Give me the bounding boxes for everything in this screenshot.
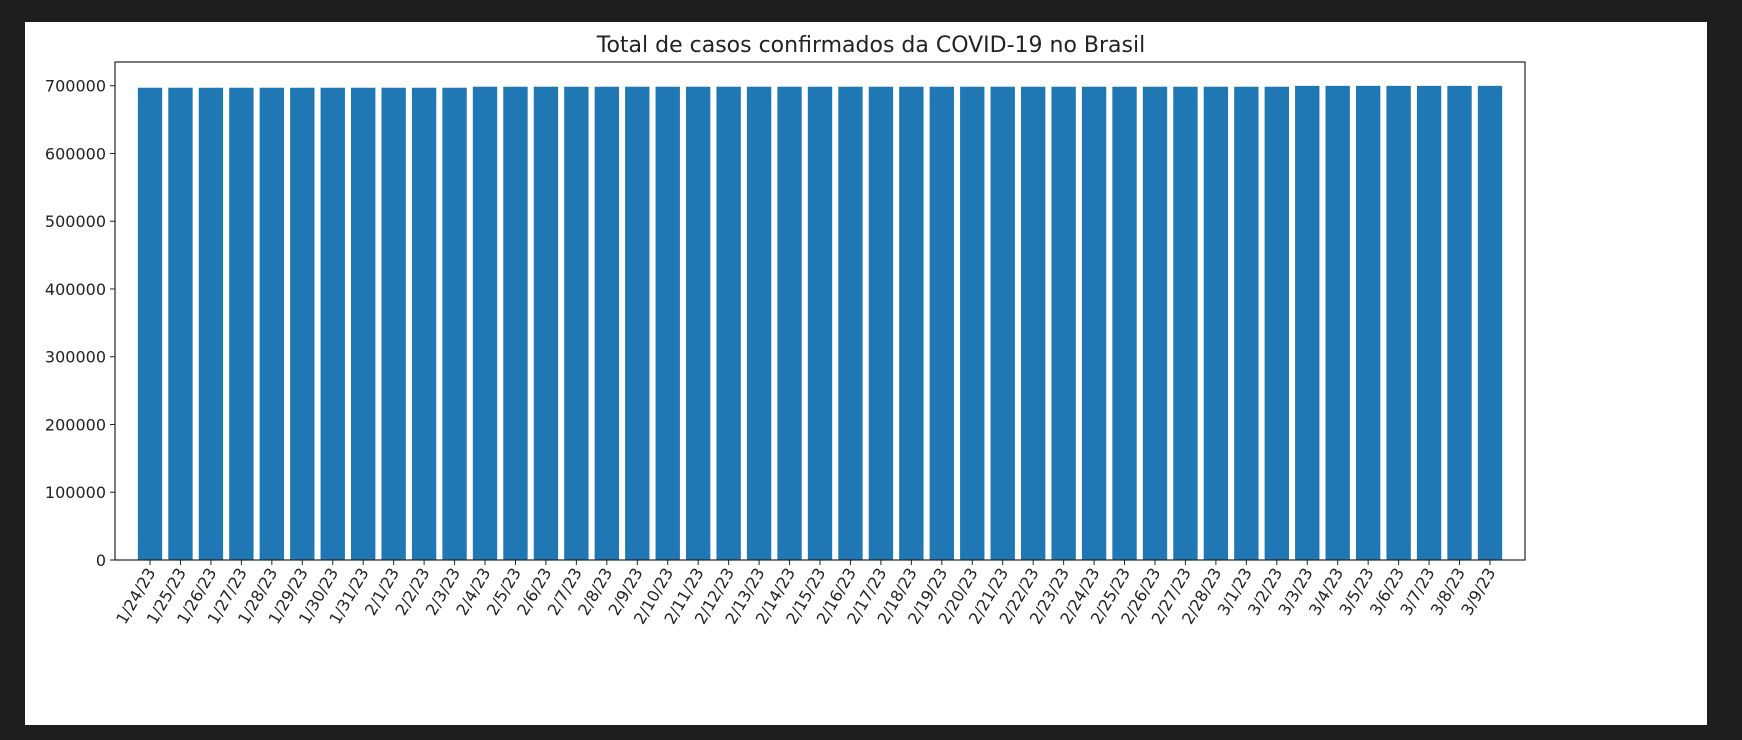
bar — [1081, 86, 1107, 560]
chart-figure: Total de casos confirmados da COVID-19 n… — [25, 22, 1707, 725]
y-tick-label: 0 — [96, 551, 106, 570]
bar — [1416, 85, 1442, 560]
bar — [168, 87, 193, 560]
bar — [807, 86, 833, 560]
bar — [625, 86, 650, 560]
bar — [564, 86, 589, 560]
bar — [1142, 86, 1168, 560]
bar — [259, 87, 285, 560]
bar — [381, 87, 406, 560]
bar — [1325, 85, 1350, 560]
bar — [777, 86, 802, 560]
bar — [716, 86, 741, 560]
bar — [472, 86, 498, 560]
y-tick-label: 400000 — [45, 280, 106, 299]
y-tick-label: 300000 — [45, 348, 106, 367]
bar-chart: Total de casos confirmados da COVID-19 n… — [45, 33, 1526, 627]
bar — [1477, 85, 1503, 560]
bar — [1234, 86, 1259, 560]
bar — [960, 86, 985, 560]
chart-title: Total de casos confirmados da COVID-19 n… — [596, 33, 1145, 58]
bar — [1020, 86, 1046, 560]
y-axis: 0 100000 200000 300000 400000 500000 600000 700… — [45, 77, 115, 570]
bar — [533, 86, 559, 560]
bar — [655, 86, 680, 560]
y-tick-label: 100000 — [45, 483, 106, 502]
bar — [990, 86, 1015, 560]
bar — [1203, 86, 1229, 560]
bar — [198, 87, 224, 560]
bar — [1295, 85, 1320, 560]
bar — [1264, 86, 1289, 560]
y-tick-label: 200000 — [45, 415, 106, 434]
bar — [1386, 85, 1411, 560]
x-axis: 1/24/231/25/231/26/231/27/231/28/231/29/… — [112, 560, 1499, 627]
bar — [442, 87, 467, 560]
bar — [1447, 85, 1472, 560]
bar — [320, 87, 345, 560]
plot-frame — [114, 61, 1526, 561]
bar — [137, 87, 163, 560]
bar — [351, 87, 376, 560]
bar — [746, 86, 772, 560]
bar — [1355, 85, 1381, 560]
bar — [411, 87, 437, 560]
bar — [1173, 86, 1198, 560]
bar — [1112, 86, 1137, 560]
bar — [594, 86, 619, 560]
bar — [838, 86, 863, 560]
bars-group — [137, 85, 1503, 560]
y-tick-label: 500000 — [45, 212, 106, 231]
bar — [686, 86, 711, 560]
y-tick-label: 600000 — [45, 144, 106, 163]
bar — [899, 86, 924, 560]
y-tick-label: 700000 — [45, 77, 106, 96]
bar — [868, 86, 894, 560]
bar — [1051, 86, 1076, 560]
bar — [929, 86, 954, 560]
bar — [503, 86, 528, 560]
bar — [290, 87, 315, 560]
bar — [229, 87, 254, 560]
